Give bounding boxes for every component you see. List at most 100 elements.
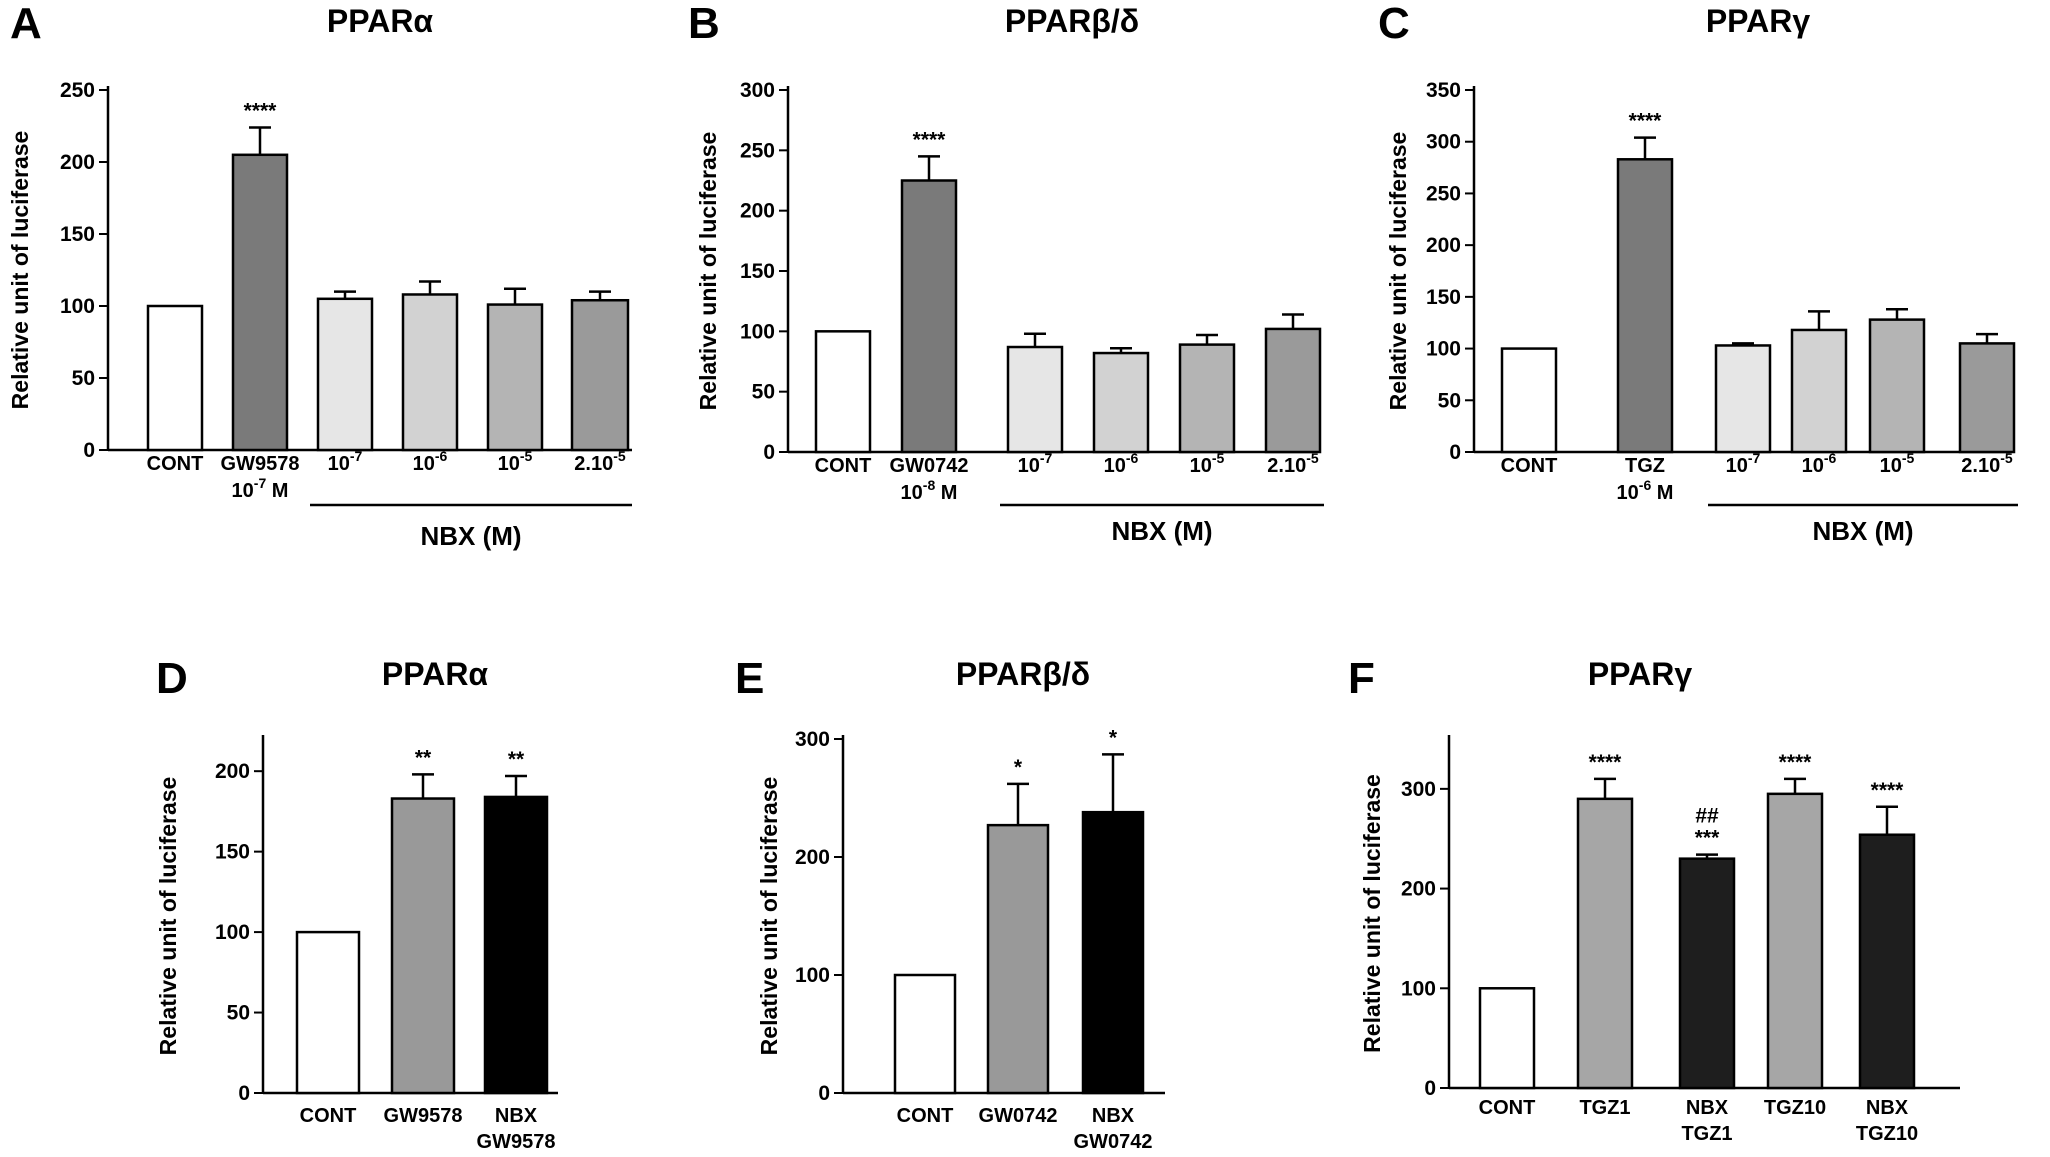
panel-letter: F xyxy=(1348,654,1375,703)
chart-title: PPARβ/δ xyxy=(956,656,1090,692)
chart-title: PPARα xyxy=(327,3,434,39)
bar xyxy=(1678,857,1736,1090)
bar xyxy=(1264,327,1322,454)
category-label: GW0742 xyxy=(979,1105,1058,1127)
y-tick-label: 200 xyxy=(1426,234,1461,257)
y-tick-label: 0 xyxy=(83,439,95,462)
significance-label: **** xyxy=(1629,110,1663,133)
chart-panel-f: F PPARγ Relative unit of luciferase 0 100 200… xyxy=(1348,654,1960,1145)
category-label: TGZ1 xyxy=(1681,1123,1732,1145)
bar xyxy=(1616,158,1674,454)
significance-label: ** xyxy=(415,746,432,769)
bar xyxy=(1576,797,1634,1090)
bar xyxy=(1958,342,2016,454)
bar xyxy=(316,297,374,452)
category-label: GW0742 xyxy=(890,455,969,477)
y-tick-label: 100 xyxy=(1401,977,1436,1000)
category-label: CONT xyxy=(1501,455,1558,477)
chart-panel-e: E PPARβ/δ Relative unit of luciferase 0 100 2… xyxy=(735,654,1165,1153)
bar xyxy=(146,304,204,452)
category-label: NBX xyxy=(1686,1097,1729,1119)
panel-letter: E xyxy=(735,654,764,703)
group-label: NBX (M) xyxy=(420,521,521,551)
group-label: NBX (M) xyxy=(1812,516,1913,546)
y-tick-label: 50 xyxy=(752,381,775,404)
category-label: TGZ10 xyxy=(1764,1097,1826,1119)
category-label: 10-6 M xyxy=(1617,477,1674,504)
y-tick-label: 350 xyxy=(1426,79,1461,102)
category-label: CONT xyxy=(815,455,872,477)
bar xyxy=(1178,343,1236,454)
significance-label: ## xyxy=(1695,805,1719,828)
category-label: TGZ xyxy=(1625,455,1665,477)
y-tick-label: 50 xyxy=(72,367,95,390)
y-tick-label: 100 xyxy=(740,320,775,343)
y-tick-label: 50 xyxy=(1438,389,1461,412)
bar xyxy=(814,330,872,454)
category-label: 10-5 xyxy=(1190,450,1225,477)
y-tick-label: 200 xyxy=(740,200,775,223)
category-label: 10-6 xyxy=(1802,450,1837,477)
y-tick-label: 0 xyxy=(763,441,775,464)
significance-label: * xyxy=(1014,756,1023,779)
chart-title: PPARγ xyxy=(1706,3,1811,39)
chart-title: PPARβ/δ xyxy=(1005,3,1139,39)
category-label: 10-8 M xyxy=(901,477,958,504)
category-label: CONT xyxy=(897,1105,954,1127)
category-label: 10-5 xyxy=(498,448,533,475)
y-axis-label: Relative unit of luciferase xyxy=(756,777,782,1056)
bar xyxy=(1714,344,1772,454)
category-label: GW9578 xyxy=(477,1131,556,1153)
y-tick-label: 250 xyxy=(60,79,95,102)
y-tick-label: 100 xyxy=(795,964,830,987)
significance-label: *** xyxy=(1695,827,1720,850)
y-tick-label: 150 xyxy=(60,223,95,246)
category-label: TGZ1 xyxy=(1579,1097,1630,1119)
category-label: 10-5 xyxy=(1880,450,1915,477)
y-axis-label: Relative unit of luciferase xyxy=(155,777,181,1056)
category-label: 10-6 xyxy=(413,448,448,475)
category-label: GW9578 xyxy=(221,453,300,475)
y-tick-label: 300 xyxy=(1401,778,1436,801)
bar xyxy=(390,797,456,1095)
y-tick-label: 300 xyxy=(740,79,775,102)
bar xyxy=(401,293,459,452)
bar xyxy=(486,303,544,452)
group-label: NBX (M) xyxy=(1111,516,1212,546)
significance-label: **** xyxy=(1871,779,1905,802)
y-tick-label: 150 xyxy=(215,841,250,864)
category-label: 2.10-5 xyxy=(574,448,626,475)
significance-label: **** xyxy=(1779,751,1813,774)
y-tick-label: 50 xyxy=(227,1002,250,1025)
bar xyxy=(1858,833,1916,1090)
bar xyxy=(570,298,630,452)
category-label: 10-7 xyxy=(1726,450,1761,477)
y-tick-label: 150 xyxy=(1426,286,1461,309)
y-tick-label: 100 xyxy=(215,921,250,944)
significance-label: * xyxy=(1109,726,1118,749)
chart-panel-a: A PPARα Relative unit of luciferase 0 50 100 1… xyxy=(7,0,632,551)
chart-panel-d: D PPARα Relative unit of luciferase 0 50 100 1… xyxy=(155,654,558,1153)
y-tick-label: 0 xyxy=(1424,1077,1436,1100)
category-label: NBX xyxy=(1092,1105,1135,1127)
y-tick-label: 150 xyxy=(740,260,775,283)
significance-label: ** xyxy=(508,748,525,771)
chart-title: PPARγ xyxy=(1588,656,1693,692)
bar xyxy=(1081,810,1145,1095)
category-label: CONT xyxy=(300,1105,357,1127)
chart-title: PPARα xyxy=(382,656,489,692)
y-tick-label: 250 xyxy=(740,139,775,162)
category-label: GW9578 xyxy=(384,1105,463,1127)
y-tick-label: 0 xyxy=(238,1082,250,1105)
category-label: GW0742 xyxy=(1074,1131,1153,1153)
y-tick-label: 100 xyxy=(60,295,95,318)
y-tick-label: 100 xyxy=(1426,338,1461,361)
bar xyxy=(986,823,1050,1095)
category-label: 10-6 xyxy=(1104,450,1139,477)
bar xyxy=(1006,345,1064,454)
y-tick-label: 300 xyxy=(795,728,830,751)
category-label: 10-7 M xyxy=(232,475,289,502)
bar xyxy=(231,153,289,452)
y-tick-label: 250 xyxy=(1426,182,1461,205)
